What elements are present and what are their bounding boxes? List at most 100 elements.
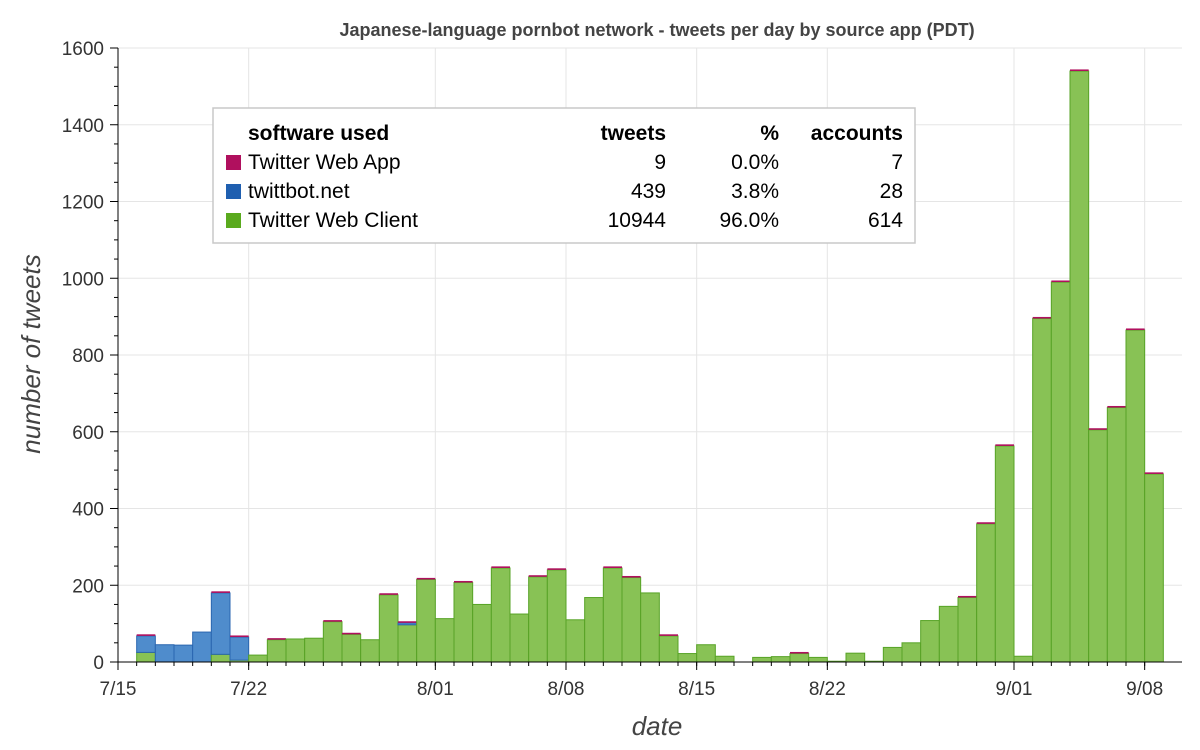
bar-twitter-web-client [434, 618, 455, 663]
bar-twitter-web-client [416, 578, 436, 663]
bar-twitter-web-client [901, 642, 922, 663]
bar-twitter-web-client [136, 651, 156, 663]
bar-twitter-web-client [210, 653, 231, 663]
bar-twitter-web-app [995, 444, 1014, 446]
bar-twitter-web-client [1069, 70, 1090, 663]
legend-software-name: Twitter Web Client [248, 209, 418, 232]
x-tick-label: 7/22 [230, 679, 267, 700]
bar-twitter-web-app [976, 522, 996, 524]
bar-twitter-web-client [808, 656, 828, 663]
bar-twitter-web-client [565, 619, 586, 663]
bars [136, 69, 1164, 663]
bar-twitter-web-app [323, 620, 342, 622]
bar-twitter-web-app [1126, 328, 1145, 331]
bar-twitter-web-client [696, 644, 716, 663]
y-tick-label: 200 [72, 576, 104, 597]
bar-twittbot-net [229, 636, 250, 661]
bar-twitter-web-client [509, 613, 530, 663]
bar-twittbot-net [210, 592, 231, 655]
x-tick-label: 9/08 [1126, 679, 1163, 700]
bar-twitter-web-client [453, 582, 474, 663]
bar-twitter-web-app [1051, 280, 1070, 283]
bar-twitter-web-app [659, 634, 678, 636]
bar-twitter-web-client [602, 567, 623, 663]
bar-twitter-web-client [957, 597, 978, 663]
legend-box [212, 107, 916, 244]
bar-twitter-web-client [546, 569, 567, 663]
bar-twitter-web-client [490, 567, 511, 663]
bar-twitter-web-client [1125, 329, 1146, 663]
bar-twitter-web-client [920, 620, 940, 663]
legend-tweets-value: 10944 [608, 209, 667, 232]
bar-twitter-web-client [658, 635, 679, 663]
x-tick-label: 8/01 [417, 679, 454, 700]
y-tick-label: 1400 [62, 116, 104, 137]
legend-accounts-value: 614 [868, 209, 903, 232]
legend-swatch [226, 184, 241, 199]
bar-twittbot-net [397, 622, 418, 626]
bar-twitter-web-app [790, 651, 809, 654]
bar-twitter-web-client [752, 656, 772, 663]
x-axis-label: date [632, 711, 683, 741]
bar-twitter-web-client [1106, 407, 1127, 663]
legend: software used tweets% accounts Twitter Web … [212, 107, 916, 244]
bar-twitter-web-app [1070, 69, 1089, 72]
bar-twitter-web-client [472, 603, 492, 663]
bar-twitter-web-app [1032, 316, 1052, 319]
legend-header-software: software used [248, 122, 389, 145]
legend-software-name: twittbot.net [248, 180, 350, 203]
x-tick-label: 8/08 [548, 679, 585, 700]
bar-twitter-web-client [640, 592, 660, 663]
legend-percent-value: 0.0% [731, 151, 779, 174]
bar-twitter-web-client [285, 638, 306, 663]
bar-twitter-web-client [994, 445, 1015, 663]
legend-tweets-value: 439 [631, 180, 666, 203]
bar-twitter-web-client [882, 646, 903, 663]
y-tick-label: 1200 [62, 193, 104, 214]
axes: 0 200 400 600 800 1000 1200 1400 1600 7/15 7/22 8/0… [62, 39, 1182, 700]
bar-twitter-web-client [584, 597, 604, 663]
bar-twitter-web-client [845, 652, 866, 663]
legend-header-percent: % [760, 122, 779, 145]
legend-header-accounts: accounts [811, 122, 903, 145]
bar-twitter-web-app [416, 577, 436, 580]
bar-twitter-web-client [378, 594, 399, 663]
y-tick-label: 400 [72, 500, 104, 521]
bar-twitter-web-app [454, 580, 473, 583]
y-tick-label: 1600 [62, 39, 104, 60]
bar-twitter-web-client [938, 605, 959, 663]
bar-twitter-web-app [379, 593, 398, 595]
bar-twitter-web-client [266, 639, 287, 663]
chart-title: Japanese-language pornbot network - twee… [339, 20, 974, 40]
bar-twitter-web-app [136, 634, 156, 636]
bar-twitter-web-client [1088, 429, 1108, 663]
bar-twitter-web-client [360, 639, 380, 663]
bar-twitter-web-client [1013, 655, 1034, 663]
bar-twittbot-net [173, 644, 194, 663]
bar-twittbot-net [154, 644, 175, 663]
bar-twitter-web-client [789, 653, 810, 663]
y-tick-label: 800 [72, 346, 104, 367]
bar-twitter-web-app [603, 566, 622, 568]
y-tick-label: 1000 [62, 269, 104, 290]
bar-twitter-web-client [1032, 318, 1052, 663]
y-tick-label: 0 [93, 653, 104, 674]
bar-twitter-web-app [342, 632, 361, 635]
bar-twitter-web-app [547, 568, 566, 570]
bar-twitter-web-client [304, 637, 324, 663]
bar-twitter-web-client [621, 577, 642, 663]
bar-twitter-web-client [528, 576, 548, 663]
bar-twitter-web-app [622, 575, 641, 578]
bar-twitter-web-app [528, 575, 548, 577]
y-axis-label: number of tweets [16, 254, 46, 453]
bar-twitter-web-app [230, 635, 249, 638]
legend-swatch [226, 155, 241, 170]
bar-twitter-web-app [398, 621, 417, 623]
bar-twitter-web-client [341, 633, 362, 663]
legend-swatch [226, 213, 241, 228]
bar-twitter-web-app [1107, 405, 1126, 408]
bar-twitter-web-app [211, 591, 230, 593]
bar-twitter-web-client [322, 621, 343, 663]
